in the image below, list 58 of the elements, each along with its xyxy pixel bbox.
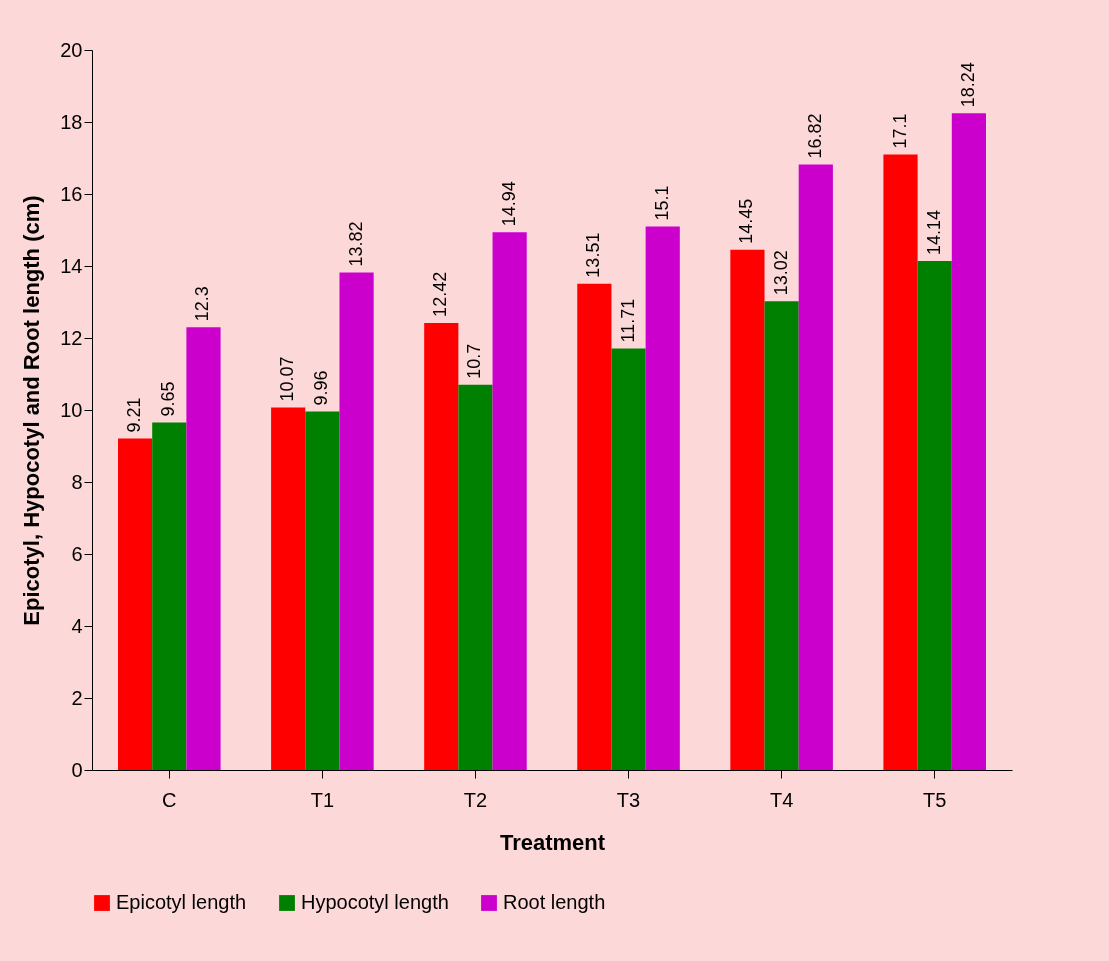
x-tick-label: T1	[310, 788, 335, 811]
data-label: 9.21	[124, 397, 145, 433]
x-tick-label: T2	[463, 788, 488, 811]
y-tick-label: 14	[60, 254, 83, 277]
y-tick-label: 18	[60, 110, 83, 133]
x-tick-label: C	[162, 788, 177, 811]
bar	[645, 226, 680, 770]
data-label: 13.02	[770, 250, 791, 296]
y-tick-label: 4	[71, 614, 83, 637]
bar	[577, 283, 612, 770]
data-label: 13.82	[345, 221, 366, 267]
bar	[424, 322, 459, 770]
bar	[764, 301, 799, 770]
data-label: 9.96	[311, 370, 332, 406]
y-tick-label: 20	[60, 38, 83, 61]
data-label: 18.24	[957, 62, 978, 108]
bar	[339, 272, 374, 770]
y-tick-label: 10	[60, 398, 83, 421]
data-label: 9.65	[158, 381, 179, 417]
bar	[730, 249, 765, 770]
bar	[798, 164, 833, 770]
bar	[883, 154, 918, 770]
bar	[492, 232, 527, 770]
y-tick-label: 0	[71, 758, 83, 781]
x-axis-title: Treatment	[499, 829, 606, 855]
y-tick-label: 12	[60, 326, 83, 349]
data-label: 12.3	[192, 286, 213, 322]
y-tick-label: 8	[71, 470, 83, 493]
bar	[152, 422, 187, 770]
y-axis-title: Epicotyl, Hypocotyl and Root length (cm)	[19, 195, 45, 626]
x-tick-label: T3	[616, 788, 641, 811]
bar	[917, 260, 952, 770]
data-label: 12.42	[430, 271, 451, 317]
bar	[951, 113, 986, 770]
data-label: 15.1	[651, 185, 672, 221]
data-label: 16.82	[804, 113, 825, 159]
bar	[118, 438, 153, 770]
y-tick-label: 16	[60, 182, 83, 205]
y-tick-label: 2	[71, 686, 83, 709]
bar	[271, 407, 306, 770]
x-tick-label: T5	[923, 788, 947, 811]
x-tick-label: T4	[769, 788, 794, 811]
data-label: 14.45	[736, 198, 757, 244]
data-label: 10.07	[277, 356, 298, 402]
bar	[611, 348, 646, 770]
bar	[305, 411, 340, 770]
y-tick-label: 6	[71, 542, 83, 565]
legend-label: Hypocotyl length	[301, 891, 449, 913]
bar	[458, 384, 493, 770]
data-label: 11.71	[617, 298, 638, 343]
data-label: 14.94	[498, 181, 519, 227]
data-label: 14.14	[923, 209, 944, 255]
data-label: 10.7	[464, 343, 485, 379]
data-label: 17.1	[889, 113, 910, 149]
data-label: 13.51	[583, 232, 604, 278]
legend-label: Epicotyl length	[116, 891, 247, 913]
legend-label: Root length	[503, 891, 606, 913]
bar	[186, 327, 221, 770]
